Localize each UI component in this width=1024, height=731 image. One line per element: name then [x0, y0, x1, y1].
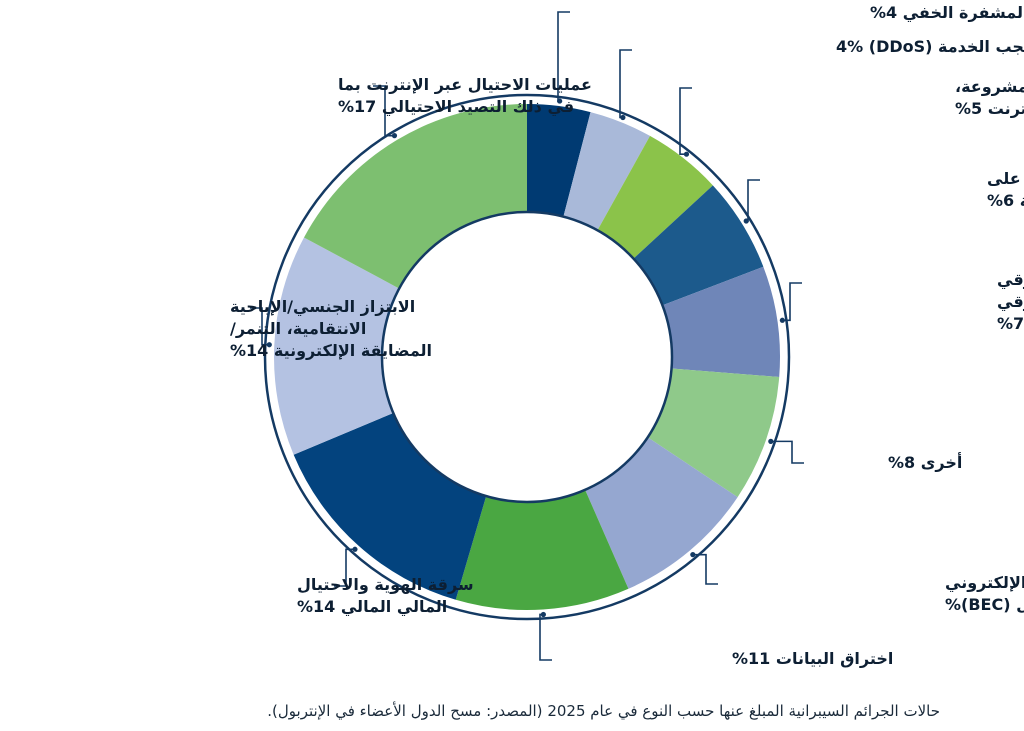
slice-label-4: برمجيات الفدية، سارقيبرمجيات الفدية، سار…: [997, 270, 1024, 333]
slice-label-8: سرقة الهوية والاحتيال المالي المالي 14%: [297, 575, 474, 617]
leader-line-6: [692, 553, 718, 585]
slice-1: [562, 112, 651, 233]
slice-labels: تعدين العملات المشفرة الخفي 4% حجب الخدمة…: [230, 3, 1024, 668]
slice-label-line: في ذلك التصيد الاحتيالي 17%: [338, 97, 574, 117]
slice-label-line: اختراق البيانات 11%: [732, 649, 893, 668]
leader-line-4: [782, 282, 802, 322]
slice-label-5: أخرى 8%: [888, 452, 962, 472]
slice-10: [303, 104, 527, 290]
slice-label-line: برمجيات الفدية، سارقي: [997, 292, 1024, 312]
slice-label-line: المالي المالي 14%: [297, 597, 447, 617]
leader-dot-3: [743, 218, 749, 224]
leader-line-2: [679, 87, 692, 155]
leader-dot-6: [690, 552, 696, 558]
slice-label-line: المضايقة الإلكترونية 14%: [230, 341, 432, 360]
leader-dot-10: [391, 133, 398, 139]
slice-6: [583, 435, 738, 589]
leader-line-7: [539, 613, 552, 661]
slice-label-line: تعدين العملات المشفرة الخفي 4%: [870, 3, 1024, 23]
slice-0: [527, 104, 591, 220]
slice-label-1: حجب الخدمة (DDoS) 4%: [836, 37, 1024, 56]
slice-label-2: الأسواق غير المشروعة، والاتجار بالبشر عبر…: [955, 77, 1024, 118]
outer-ring-inner: [268, 98, 786, 616]
leader-dot-8: [352, 546, 358, 552]
slice-label-9: الابتزاز الجنسي/الإباحية الانتقامية، التن…: [230, 297, 432, 360]
slice-label-line: الابتزاز الجنسي/الإباحية: [230, 297, 415, 317]
leader-dot-5: [768, 438, 774, 444]
slice-label-line: الانتقامية، التنمر/: [230, 319, 366, 338]
leader-lines: [250, 11, 804, 661]
leader-dot-1: [620, 114, 626, 121]
chart-caption: حالات الجرائم السيبرانية المبلغ عنها حسب…: [267, 702, 940, 720]
outer-ring: [263, 93, 791, 621]
slice-3: [631, 185, 764, 307]
leader-line-5: [770, 440, 804, 464]
leader-dot-2: [683, 151, 690, 157]
slice-5: [645, 368, 780, 498]
slice-label-10: عمليات الاحتيال عبر الإنترنت بما في ذلك ا…: [338, 75, 592, 117]
slice-4: [659, 266, 781, 378]
slice-9: [274, 237, 402, 455]
leader-dot-7: [540, 611, 546, 618]
slice-label-line: والاتجار بالبشر عبر الإنترنت 5%: [955, 99, 1024, 118]
slice-label-line: اختراق البريد الإلكتروني: [945, 573, 1024, 593]
slice-label-line: حجب الخدمة (DDoS) 4%: [836, 37, 1024, 56]
leader-line-1: [619, 49, 632, 119]
slice-label-line: الأسواق غير المشروعة،: [955, 77, 1024, 96]
leader-line-8: [334, 548, 355, 587]
slice-label-7: اختراق البيانات 11%: [732, 649, 893, 668]
slice-label-line: هجمات إلكترونية على: [987, 169, 1024, 188]
leader-dot-0: [557, 98, 563, 104]
slice-label-line: برمجيات الفدية، سارقي: [997, 270, 1024, 290]
slice-2: [596, 135, 713, 261]
slices-group: [274, 104, 781, 610]
leader-dot-9: [266, 342, 272, 348]
leader-line-3: [746, 179, 760, 222]
slice-label-line: سرقة الهوية والاحتيال: [297, 575, 474, 594]
slice-label-6: اختراق البريد الإلكتروني للأعمال (BEC)%: [945, 573, 1024, 614]
slice-label-0: تعدين العملات المشفرة الخفي 4%: [870, 3, 1024, 23]
slice-8: [293, 411, 487, 600]
leader-dot-4: [779, 317, 785, 323]
slice-label-line: تروجان المصرفية 7%: [997, 314, 1024, 333]
donut-hole: [389, 219, 665, 495]
slice-label-line: للأعمال (BEC)%: [945, 595, 1024, 614]
slice-label-line: البنية التحتية الحيوية 6%: [987, 191, 1024, 210]
slice-label-line: أخرى 8%: [888, 452, 962, 472]
slice-label-line: عمليات الاحتيال عبر الإنترنت بما: [338, 75, 592, 94]
slice-7: [455, 487, 629, 610]
slice-label-3: هجمات إلكترونية على البنية التحتية الحيوي…: [987, 169, 1024, 210]
leader-line-9: [250, 307, 270, 346]
leader-line-10: [373, 85, 395, 137]
